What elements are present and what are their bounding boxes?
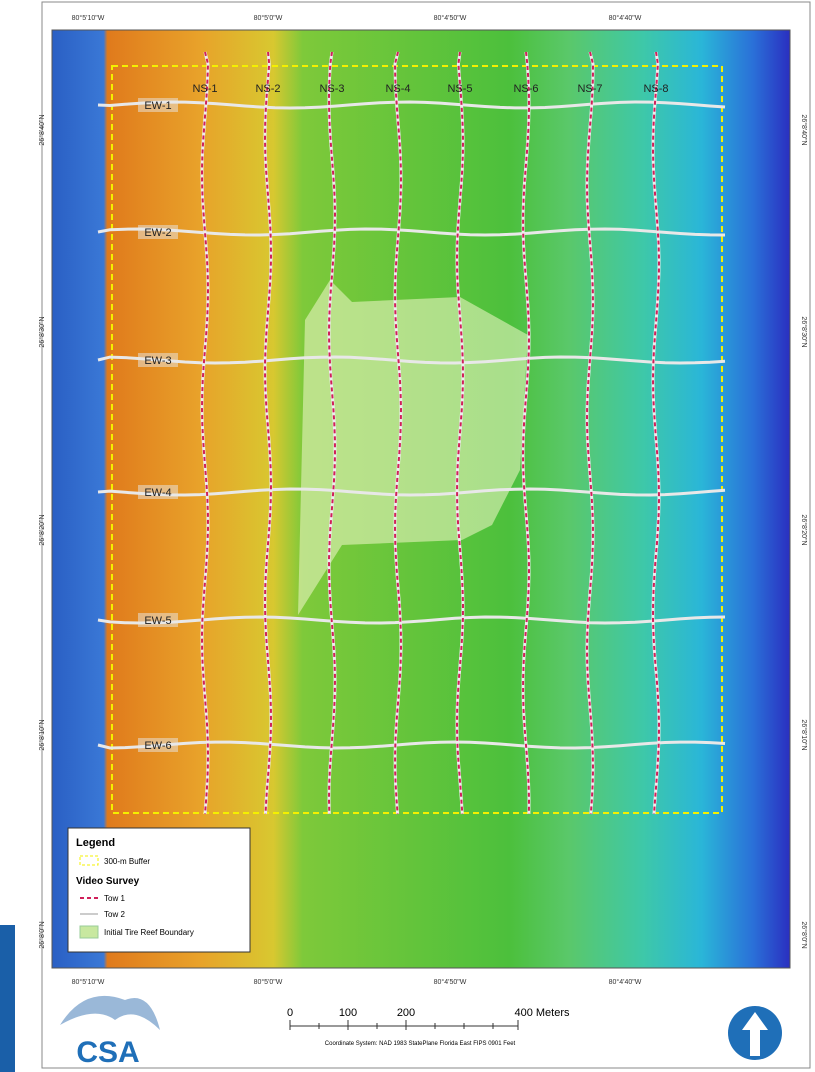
latitude-label: 26°8'40"N xyxy=(38,114,46,145)
ew-label: EW-2 xyxy=(144,227,171,239)
ew-label: EW-5 xyxy=(144,615,171,627)
latitude-label: 26°8'30"N xyxy=(38,316,46,347)
scale-label: 400 Meters xyxy=(514,1007,570,1019)
latitude-label: 26°8'40"N xyxy=(800,114,808,145)
ew-label: EW-4 xyxy=(144,487,171,499)
ns-label: NS-5 xyxy=(447,83,472,95)
scale-label: 100 xyxy=(339,1007,357,1019)
latitude-label: 26°8'10"N xyxy=(800,719,808,750)
latitude-label: 26°8'0"N xyxy=(800,921,808,948)
latitude-label: 26°8'30"N xyxy=(800,316,808,347)
ns-label: NS-6 xyxy=(513,83,538,95)
latitude-label: 26°8'20"N xyxy=(38,514,46,545)
legend-tow2: Tow 2 xyxy=(104,910,125,919)
longitude-label: 80°5'10"W xyxy=(72,978,105,986)
scale-label: 0 xyxy=(287,1007,293,1019)
ns-label: NS-1 xyxy=(192,83,217,95)
latitude-label: 26°8'0"N xyxy=(38,921,46,948)
legend-title: Legend xyxy=(76,837,115,849)
ns-label: NS-2 xyxy=(255,83,280,95)
north-arrow xyxy=(728,1006,782,1060)
latitude-label: 26°8'10"N xyxy=(38,719,46,750)
longitude-label: 80°5'0"W xyxy=(254,14,283,22)
ns-label: NS-8 xyxy=(643,83,668,95)
side-strip xyxy=(0,925,15,1072)
ns-label: NS-7 xyxy=(577,83,602,95)
longitude-label: 80°5'10"W xyxy=(72,14,105,22)
ew-label: EW-1 xyxy=(144,100,171,112)
page: {"map": { "longitude_labels": ["80°5'10\… xyxy=(0,0,815,1072)
longitude-label: 80°4'50"W xyxy=(434,14,467,22)
longitude-label: 80°4'40"W xyxy=(609,978,642,986)
ns-label: NS-4 xyxy=(385,83,410,95)
legend-heading: Video Survey xyxy=(76,876,140,887)
longitude-label: 80°4'50"W xyxy=(434,978,467,986)
legend-reef: Initial Tire Reef Boundary xyxy=(104,928,194,937)
map-figure: EW-1 EW-2 EW-3 EW-4 EW-5 EW-6 NS-1 NS-2 NS-3 NS-4… xyxy=(0,0,815,1072)
longitude-label: 80°5'0"W xyxy=(254,978,283,986)
coordinate-system: Coordinate System: NAD 1983 StatePlane F… xyxy=(325,1041,516,1047)
scale-label: 200 xyxy=(397,1007,415,1019)
longitude-label: 80°4'40"W xyxy=(609,14,642,22)
legend-tow1: Tow 1 xyxy=(104,894,125,903)
logo-text: CSA xyxy=(76,1036,139,1069)
legend: Legend 300-m Buffer Video Survey Tow 1 T… xyxy=(68,828,250,952)
ew-label: EW-6 xyxy=(144,740,171,752)
latitude-label: 26°8'20"N xyxy=(800,514,808,545)
legend-buffer: 300-m Buffer xyxy=(104,857,150,866)
ew-label: EW-3 xyxy=(144,355,171,367)
ns-label: NS-3 xyxy=(319,83,344,95)
